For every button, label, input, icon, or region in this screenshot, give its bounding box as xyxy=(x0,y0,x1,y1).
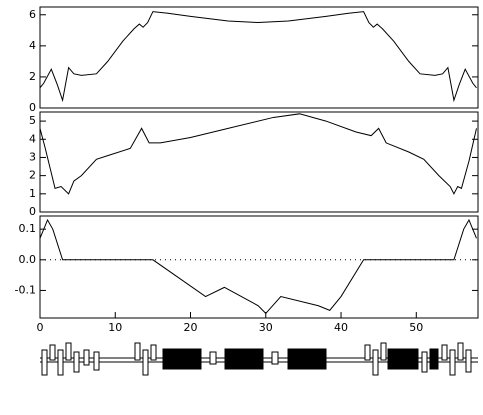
y-tick-label: 4 xyxy=(29,132,36,145)
curve xyxy=(39,11,477,103)
y-tick-label: 2 xyxy=(29,70,36,83)
x-tick-label: 50 xyxy=(409,321,423,334)
magnet xyxy=(224,348,264,370)
x-tick-label: 40 xyxy=(334,321,348,334)
quad xyxy=(150,344,157,361)
quad xyxy=(457,342,464,361)
plot-frame xyxy=(39,215,479,319)
y-tick-label: 6 xyxy=(29,8,36,21)
y-tick-label: 3 xyxy=(29,150,36,163)
quad xyxy=(380,342,387,361)
x-tick-label: 0 xyxy=(37,321,44,334)
y-tick-label: 0.0 xyxy=(19,253,37,266)
plot-frame xyxy=(39,6,479,109)
quad xyxy=(372,349,379,376)
quad xyxy=(65,342,72,361)
quad xyxy=(73,351,80,373)
x-tick-label: 30 xyxy=(259,321,273,334)
y-tick-label: -0.1 xyxy=(15,283,36,296)
x-tick-label: 10 xyxy=(108,321,122,334)
curve xyxy=(39,218,477,315)
y-tick-label: 2 xyxy=(29,169,36,182)
quad xyxy=(465,349,472,373)
quad xyxy=(449,349,456,376)
y-tick-label: 0 xyxy=(29,101,36,114)
quad xyxy=(134,342,141,361)
quad xyxy=(49,344,56,361)
magnet xyxy=(162,348,202,370)
quad xyxy=(83,349,90,366)
quad xyxy=(271,351,279,365)
curve xyxy=(39,113,477,195)
x-tick-label: 20 xyxy=(184,321,198,334)
y-tick-label: 4 xyxy=(29,39,36,52)
magnet xyxy=(429,348,439,370)
quad xyxy=(441,344,448,361)
y-tick-label: 5 xyxy=(29,114,36,127)
quad xyxy=(421,351,428,373)
magnet xyxy=(387,348,419,370)
quad xyxy=(41,349,48,376)
y-tick-label: 1 xyxy=(29,187,36,200)
quad xyxy=(142,349,149,376)
quad xyxy=(209,351,217,365)
y-tick-label: 0.1 xyxy=(19,222,37,235)
quad xyxy=(364,344,371,361)
quad xyxy=(57,349,64,376)
y-tick-label: 0 xyxy=(29,205,36,218)
plot-frame xyxy=(39,111,479,213)
quad xyxy=(93,351,100,371)
lattice xyxy=(40,342,478,376)
magnet xyxy=(287,348,327,370)
